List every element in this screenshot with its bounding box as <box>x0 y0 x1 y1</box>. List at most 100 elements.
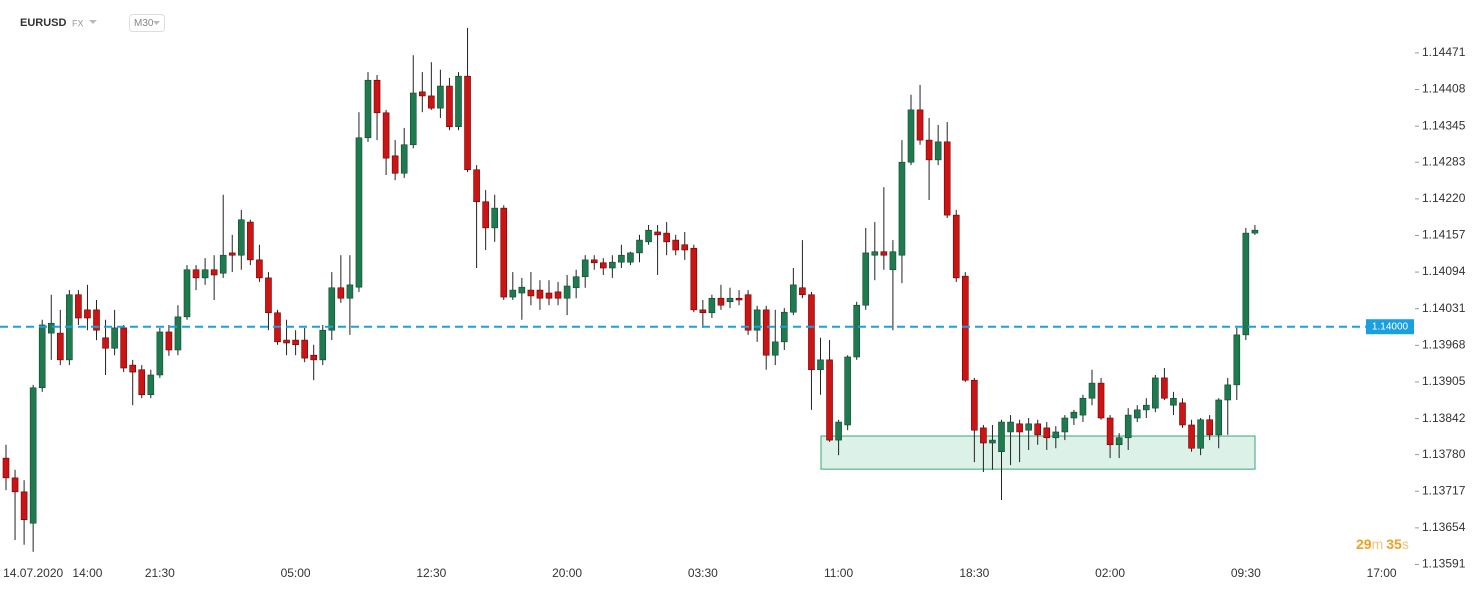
candle-body <box>283 339 290 344</box>
timeframe[interactable]: M30 <box>134 18 154 29</box>
countdown-minutes: 29 <box>1356 536 1372 552</box>
candle-body <box>391 155 399 174</box>
candle-body <box>491 207 499 229</box>
candle-body <box>328 287 336 331</box>
candle-body <box>998 421 1005 453</box>
candle-body <box>364 79 372 139</box>
candle-body <box>726 297 734 303</box>
candle-body <box>210 269 218 276</box>
candle-body <box>156 331 164 376</box>
y-tick-label: 1.13717 <box>1422 483 1466 497</box>
candle-body <box>581 259 589 278</box>
candle-body <box>672 239 680 251</box>
candle-body <box>699 309 707 314</box>
candle-body <box>201 269 209 279</box>
candle-body <box>989 439 996 444</box>
candle-body <box>1143 404 1150 411</box>
candle-body <box>292 339 299 346</box>
candle-body <box>75 294 82 319</box>
candle-body <box>174 316 182 351</box>
countdown-unit: s <box>1402 536 1409 552</box>
candle-body <box>464 75 471 171</box>
candle-body <box>47 322 55 334</box>
y-tick-label: 1.14094 <box>1422 264 1466 278</box>
candle-body <box>238 219 245 256</box>
candle-body <box>228 252 236 256</box>
candle-body <box>1188 424 1195 449</box>
candle-body <box>871 251 879 256</box>
candle-body <box>418 91 426 97</box>
candle-body <box>147 374 155 396</box>
candle-body <box>1115 437 1123 446</box>
x-tick-label: 02:00 <box>1095 566 1125 580</box>
x-tick-label: 05:00 <box>281 566 311 580</box>
candle-body <box>1025 423 1032 431</box>
market-dropdown[interactable]: FX <box>72 18 84 28</box>
dropdown-caret[interactable] <box>153 21 160 25</box>
countdown: 29m 35s <box>1356 536 1409 552</box>
y-tick-label: 1.14031 <box>1422 301 1466 315</box>
candle-body <box>1088 382 1096 399</box>
candle-body <box>826 359 833 441</box>
candle-body <box>952 214 960 279</box>
candle-body <box>835 421 842 441</box>
candle-body <box>2 457 10 479</box>
candle-body <box>545 292 553 299</box>
candle-body <box>590 259 598 264</box>
timeframe-box[interactable] <box>129 14 165 32</box>
candle-body <box>889 251 897 271</box>
candle-body <box>1016 423 1023 433</box>
candle-body <box>1052 431 1060 439</box>
candle-body <box>943 141 951 216</box>
candle-body <box>880 251 888 256</box>
dropdown-caret[interactable] <box>89 20 97 24</box>
candle-body <box>428 95 435 109</box>
candle-body <box>256 259 263 279</box>
candle-body <box>744 294 752 331</box>
candle-body <box>563 285 571 299</box>
candle-body <box>1197 419 1204 449</box>
candle-body <box>735 297 743 301</box>
y-tick-label: 1.13654 <box>1422 520 1466 534</box>
candle-body <box>898 161 906 256</box>
candle-body <box>971 379 978 431</box>
candle-body <box>627 252 634 263</box>
candle-body <box>717 297 725 306</box>
y-tick-label: 1.13968 <box>1422 337 1466 351</box>
candle-body <box>473 169 480 203</box>
y-tick-label: 1.13591 <box>1422 557 1466 571</box>
candle-body <box>654 231 661 236</box>
candle-body <box>844 356 851 426</box>
candle-body <box>29 387 37 524</box>
candle-body <box>762 309 770 356</box>
candle-body <box>192 269 200 279</box>
candle-body <box>437 85 444 109</box>
x-tick-label: 18:30 <box>959 566 989 580</box>
candle-body <box>1061 417 1069 433</box>
candle-body <box>400 144 408 174</box>
candle-body <box>446 85 453 128</box>
candle-body <box>509 289 517 298</box>
candle-body <box>183 269 191 318</box>
y-tick-label: 1.14220 <box>1422 191 1466 205</box>
candle-body <box>1133 409 1141 419</box>
x-tick-label: 11:00 <box>824 566 853 580</box>
x-tick-label: 17:00 <box>1367 566 1397 580</box>
candle-body <box>1152 377 1159 409</box>
candle-body <box>56 332 64 361</box>
y-tick-label: 1.13905 <box>1422 374 1466 388</box>
y-tick-label: 1.14471 <box>1422 45 1466 59</box>
candle-body <box>681 244 689 251</box>
price-label-box <box>1366 319 1414 335</box>
candle-body <box>907 109 915 163</box>
candle-body <box>916 109 924 141</box>
candle-body <box>310 354 318 361</box>
candle-body <box>934 141 942 161</box>
candle-body <box>599 262 607 269</box>
x-tick-label: 03:30 <box>688 566 718 580</box>
candle-body <box>1242 232 1250 336</box>
x-tick-label: 20:00 <box>552 566 582 580</box>
candle-body <box>817 359 824 371</box>
countdown-seconds: 35 <box>1386 536 1402 552</box>
